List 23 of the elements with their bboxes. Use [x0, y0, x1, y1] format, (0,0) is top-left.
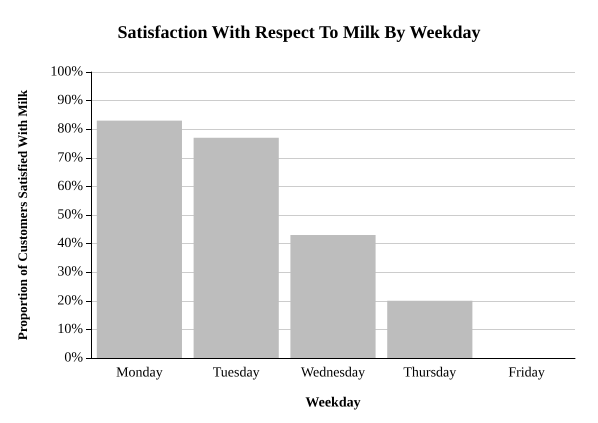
- bar: [290, 235, 376, 358]
- x-tick-label: Wednesday: [300, 366, 366, 380]
- y-tick-label: 90%: [57, 93, 84, 108]
- y-tick-label: 30%: [57, 264, 84, 280]
- y-tick-label: 10%: [57, 322, 84, 337]
- y-tick-label: 50%: [57, 208, 84, 222]
- x-axis-title: Weekday: [305, 396, 361, 410]
- y-tick-label: 70%: [57, 150, 84, 166]
- x-tick-label: Friday: [508, 366, 545, 380]
- y-tick-label: 40%: [57, 236, 84, 252]
- chart-title: Satisfaction With Respect To Milk By Weekday: [117, 22, 481, 42]
- x-tick-label: Thursday: [403, 366, 456, 380]
- y-tick-label: 0%: [64, 350, 84, 366]
- x-tick-label: Monday: [116, 366, 163, 380]
- y-tick-label: 20%: [57, 293, 84, 308]
- x-tick-label: Tuesday: [212, 366, 260, 380]
- y-axis-title: Proportion of Customers Satisfied With Milk: [15, 89, 30, 340]
- y-tick-label: 80%: [57, 122, 84, 137]
- y-tick-label: 100%: [50, 64, 84, 80]
- y-tick-label: 60%: [57, 178, 84, 194]
- bar: [194, 138, 279, 358]
- bar: [387, 300, 472, 358]
- bar: [96, 120, 182, 358]
